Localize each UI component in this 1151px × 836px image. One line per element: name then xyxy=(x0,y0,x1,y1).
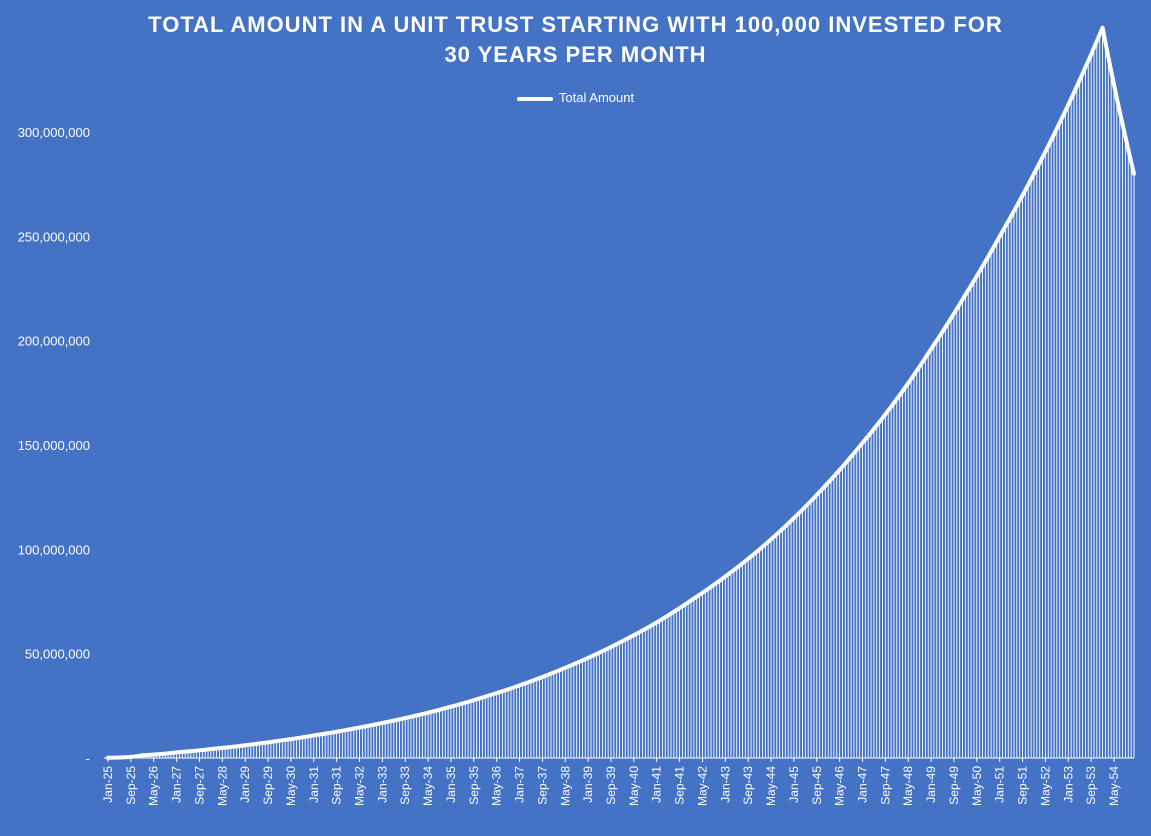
series-total-amount-fill xyxy=(107,27,1135,758)
x-tick-label: Jan-33 xyxy=(375,766,389,803)
y-tick-label: - xyxy=(86,751,90,766)
x-tick-label: May-38 xyxy=(558,766,572,806)
x-tick-label: May-36 xyxy=(490,766,504,806)
x-tick-label: Sep-25 xyxy=(124,766,138,805)
x-tick-label: Jan-41 xyxy=(650,766,664,803)
y-tick-label: 50,000,000 xyxy=(25,647,90,662)
x-tick-label: Jan-27 xyxy=(170,766,184,803)
y-tick-label: 250,000,000 xyxy=(18,229,90,244)
x-tick-label: Jan-45 xyxy=(787,766,801,803)
chart-title-line-2: 30 YEARS PER MONTH xyxy=(444,42,707,67)
series-total-amount-line xyxy=(106,25,1136,760)
x-tick-label: May-46 xyxy=(833,766,847,806)
x-tick-label: May-52 xyxy=(1038,766,1052,806)
x-tick-label: May-34 xyxy=(421,766,435,806)
y-tick-label: 150,000,000 xyxy=(18,438,90,453)
x-tick-label: Sep-47 xyxy=(878,766,892,805)
x-tick-label: May-48 xyxy=(901,766,915,806)
x-tick-label: Jan-43 xyxy=(718,766,732,803)
x-tick-label: Jan-25 xyxy=(101,766,115,803)
x-tick-label: Sep-43 xyxy=(741,766,755,805)
x-tick-label: Sep-51 xyxy=(1016,766,1030,805)
x-tick-label: May-26 xyxy=(147,766,161,806)
chart-title: TOTAL AMOUNT IN A UNIT TRUST STARTING WI… xyxy=(0,10,1151,70)
x-tick-label: Jan-49 xyxy=(924,766,938,803)
x-tick-label: Sep-35 xyxy=(467,766,481,805)
y-tick-label: 100,000,000 xyxy=(18,542,90,557)
x-tick-label: Jan-35 xyxy=(444,766,458,803)
x-tick-label: Jan-53 xyxy=(1061,766,1075,803)
x-tick-label: Sep-37 xyxy=(535,766,549,805)
x-tick-label: Jan-51 xyxy=(993,766,1007,803)
x-tick-label: Jan-31 xyxy=(307,766,321,803)
x-tick-label: May-40 xyxy=(627,766,641,806)
x-tick-label: Sep-53 xyxy=(1084,766,1098,805)
x-tick-label: May-54 xyxy=(1107,766,1121,806)
x-tick-label: May-42 xyxy=(695,766,709,806)
y-tick-label: 200,000,000 xyxy=(18,334,90,349)
x-tick-label: Jan-29 xyxy=(238,766,252,803)
x-tick-label: Jan-37 xyxy=(513,766,527,803)
x-tick-label: Sep-33 xyxy=(398,766,412,805)
legend-swatch-total-amount xyxy=(516,96,553,101)
x-tick-label: May-28 xyxy=(215,766,229,806)
x-tick-label: Sep-27 xyxy=(192,766,206,805)
x-tick-label: Sep-41 xyxy=(673,766,687,805)
x-tick-label: Jan-39 xyxy=(581,766,595,803)
x-tick-label: Sep-29 xyxy=(261,766,275,805)
x-tick-label: Sep-31 xyxy=(330,766,344,805)
chart-title-line-1: TOTAL AMOUNT IN A UNIT TRUST STARTING WI… xyxy=(148,12,1003,37)
legend: Total Amount xyxy=(0,90,1151,105)
legend-label-total-amount: Total Amount xyxy=(558,90,635,105)
x-tick-label: Jan-47 xyxy=(855,766,869,803)
x-tick-label: May-30 xyxy=(284,766,298,806)
x-tick-label: Sep-45 xyxy=(810,766,824,805)
x-tick-label: Sep-39 xyxy=(604,766,618,805)
y-tick-label: 300,000,000 xyxy=(18,125,90,140)
x-tick-label: Sep-49 xyxy=(947,766,961,805)
x-tick-label: May-50 xyxy=(970,766,984,806)
x-tick-label: May-32 xyxy=(352,766,366,806)
x-tick-label: May-44 xyxy=(764,766,778,806)
